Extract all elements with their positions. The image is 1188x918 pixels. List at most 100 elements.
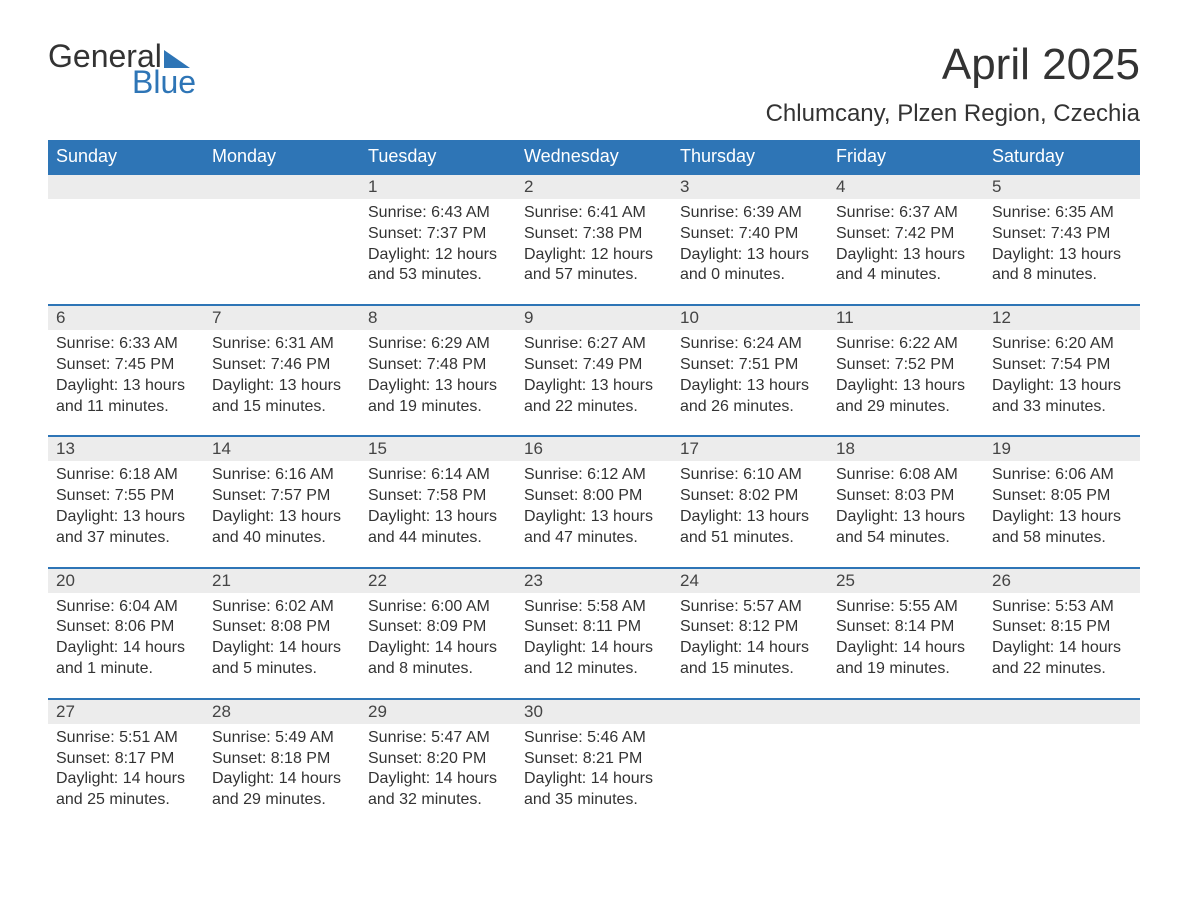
day-number-cell: 6 bbox=[48, 305, 204, 330]
sunrise-text: Sunrise: 6:43 AM bbox=[368, 203, 508, 224]
sunset-text: Sunset: 8:03 PM bbox=[836, 486, 976, 507]
daylight-text: Daylight: 14 hours and 8 minutes. bbox=[368, 638, 508, 680]
sunset-text: Sunset: 8:12 PM bbox=[680, 617, 820, 638]
sunrise-text: Sunrise: 6:10 AM bbox=[680, 465, 820, 486]
day-details-cell: Sunrise: 6:29 AMSunset: 7:48 PMDaylight:… bbox=[360, 330, 516, 436]
daylight-text: Daylight: 14 hours and 32 minutes. bbox=[368, 769, 508, 811]
col-saturday: Saturday bbox=[984, 140, 1140, 174]
sunrise-text: Sunrise: 5:57 AM bbox=[680, 597, 820, 618]
day-number-cell: 10 bbox=[672, 305, 828, 330]
sunrise-text: Sunrise: 6:27 AM bbox=[524, 334, 664, 355]
day-number-cell: 23 bbox=[516, 568, 672, 593]
sunset-text: Sunset: 7:46 PM bbox=[212, 355, 352, 376]
day-details-cell: Sunrise: 6:06 AMSunset: 8:05 PMDaylight:… bbox=[984, 461, 1140, 567]
daylight-text: Daylight: 13 hours and 37 minutes. bbox=[56, 507, 196, 549]
day-details-cell: Sunrise: 5:46 AMSunset: 8:21 PMDaylight:… bbox=[516, 724, 672, 829]
day-details-cell: Sunrise: 5:47 AMSunset: 8:20 PMDaylight:… bbox=[360, 724, 516, 829]
sunrise-text: Sunrise: 6:02 AM bbox=[212, 597, 352, 618]
sunset-text: Sunset: 7:42 PM bbox=[836, 224, 976, 245]
sunrise-text: Sunrise: 6:35 AM bbox=[992, 203, 1132, 224]
header: General Blue April 2025 Chlumcany, Plzen… bbox=[48, 40, 1140, 128]
day-number-cell: 19 bbox=[984, 436, 1140, 461]
col-wednesday: Wednesday bbox=[516, 140, 672, 174]
day-number-cell: 14 bbox=[204, 436, 360, 461]
sunset-text: Sunset: 8:02 PM bbox=[680, 486, 820, 507]
sunset-text: Sunset: 7:43 PM bbox=[992, 224, 1132, 245]
week-2-details-row: Sunrise: 6:18 AMSunset: 7:55 PMDaylight:… bbox=[48, 461, 1140, 567]
day-details-cell bbox=[48, 199, 204, 305]
sunrise-text: Sunrise: 6:29 AM bbox=[368, 334, 508, 355]
week-1-daynum-row: 6789101112 bbox=[48, 305, 1140, 330]
day-number-cell: 27 bbox=[48, 699, 204, 724]
daylight-text: Daylight: 14 hours and 35 minutes. bbox=[524, 769, 664, 811]
day-details-cell: Sunrise: 6:10 AMSunset: 8:02 PMDaylight:… bbox=[672, 461, 828, 567]
sunset-text: Sunset: 7:40 PM bbox=[680, 224, 820, 245]
sunset-text: Sunset: 7:54 PM bbox=[992, 355, 1132, 376]
day-number-cell bbox=[984, 699, 1140, 724]
day-details-cell: Sunrise: 5:55 AMSunset: 8:14 PMDaylight:… bbox=[828, 593, 984, 699]
day-details-cell: Sunrise: 6:31 AMSunset: 7:46 PMDaylight:… bbox=[204, 330, 360, 436]
day-number-cell bbox=[204, 174, 360, 199]
daylight-text: Daylight: 13 hours and 54 minutes. bbox=[836, 507, 976, 549]
daylight-text: Daylight: 13 hours and 0 minutes. bbox=[680, 245, 820, 287]
day-number-cell bbox=[48, 174, 204, 199]
daylight-text: Daylight: 13 hours and 11 minutes. bbox=[56, 376, 196, 418]
daylight-text: Daylight: 14 hours and 1 minute. bbox=[56, 638, 196, 680]
daylight-text: Daylight: 14 hours and 15 minutes. bbox=[680, 638, 820, 680]
daylight-text: Daylight: 14 hours and 25 minutes. bbox=[56, 769, 196, 811]
day-details-cell: Sunrise: 6:37 AMSunset: 7:42 PMDaylight:… bbox=[828, 199, 984, 305]
sunset-text: Sunset: 7:52 PM bbox=[836, 355, 976, 376]
day-details-cell: Sunrise: 5:58 AMSunset: 8:11 PMDaylight:… bbox=[516, 593, 672, 699]
week-0-details-row: Sunrise: 6:43 AMSunset: 7:37 PMDaylight:… bbox=[48, 199, 1140, 305]
sunset-text: Sunset: 8:15 PM bbox=[992, 617, 1132, 638]
sunrise-text: Sunrise: 6:12 AM bbox=[524, 465, 664, 486]
daylight-text: Daylight: 12 hours and 53 minutes. bbox=[368, 245, 508, 287]
day-number-cell: 12 bbox=[984, 305, 1140, 330]
day-number-cell: 25 bbox=[828, 568, 984, 593]
day-details-cell: Sunrise: 5:53 AMSunset: 8:15 PMDaylight:… bbox=[984, 593, 1140, 699]
daylight-text: Daylight: 14 hours and 12 minutes. bbox=[524, 638, 664, 680]
week-4-daynum-row: 27282930 bbox=[48, 699, 1140, 724]
day-details-cell: Sunrise: 6:20 AMSunset: 7:54 PMDaylight:… bbox=[984, 330, 1140, 436]
sunset-text: Sunset: 8:20 PM bbox=[368, 749, 508, 770]
day-details-cell: Sunrise: 6:41 AMSunset: 7:38 PMDaylight:… bbox=[516, 199, 672, 305]
sunrise-text: Sunrise: 5:58 AM bbox=[524, 597, 664, 618]
day-number-cell: 20 bbox=[48, 568, 204, 593]
day-details-cell: Sunrise: 6:02 AMSunset: 8:08 PMDaylight:… bbox=[204, 593, 360, 699]
day-number-cell: 13 bbox=[48, 436, 204, 461]
day-number-cell: 9 bbox=[516, 305, 672, 330]
daylight-text: Daylight: 13 hours and 33 minutes. bbox=[992, 376, 1132, 418]
day-details-cell: Sunrise: 6:27 AMSunset: 7:49 PMDaylight:… bbox=[516, 330, 672, 436]
sunset-text: Sunset: 7:49 PM bbox=[524, 355, 664, 376]
day-number-cell: 28 bbox=[204, 699, 360, 724]
day-details-cell: Sunrise: 6:16 AMSunset: 7:57 PMDaylight:… bbox=[204, 461, 360, 567]
sunrise-text: Sunrise: 6:20 AM bbox=[992, 334, 1132, 355]
sunrise-text: Sunrise: 6:18 AM bbox=[56, 465, 196, 486]
col-tuesday: Tuesday bbox=[360, 140, 516, 174]
day-details-cell: Sunrise: 5:57 AMSunset: 8:12 PMDaylight:… bbox=[672, 593, 828, 699]
sunrise-text: Sunrise: 6:41 AM bbox=[524, 203, 664, 224]
day-details-cell: Sunrise: 5:49 AMSunset: 8:18 PMDaylight:… bbox=[204, 724, 360, 829]
day-number-cell: 17 bbox=[672, 436, 828, 461]
day-number-cell: 2 bbox=[516, 174, 672, 199]
day-details-cell bbox=[828, 724, 984, 829]
day-number-cell: 26 bbox=[984, 568, 1140, 593]
sunset-text: Sunset: 7:45 PM bbox=[56, 355, 196, 376]
sunrise-text: Sunrise: 5:55 AM bbox=[836, 597, 976, 618]
col-thursday: Thursday bbox=[672, 140, 828, 174]
sunset-text: Sunset: 7:55 PM bbox=[56, 486, 196, 507]
sunrise-text: Sunrise: 6:33 AM bbox=[56, 334, 196, 355]
daylight-text: Daylight: 13 hours and 4 minutes. bbox=[836, 245, 976, 287]
day-details-cell: Sunrise: 5:51 AMSunset: 8:17 PMDaylight:… bbox=[48, 724, 204, 829]
sunrise-text: Sunrise: 6:24 AM bbox=[680, 334, 820, 355]
day-number-cell: 4 bbox=[828, 174, 984, 199]
sunset-text: Sunset: 8:11 PM bbox=[524, 617, 664, 638]
day-number-cell: 15 bbox=[360, 436, 516, 461]
sunset-text: Sunset: 8:09 PM bbox=[368, 617, 508, 638]
calendar-table: Sunday Monday Tuesday Wednesday Thursday… bbox=[48, 140, 1140, 829]
day-details-cell: Sunrise: 6:08 AMSunset: 8:03 PMDaylight:… bbox=[828, 461, 984, 567]
title-block: April 2025 Chlumcany, Plzen Region, Czec… bbox=[766, 40, 1140, 128]
brand-logo: General Blue bbox=[48, 40, 196, 98]
day-details-cell: Sunrise: 6:39 AMSunset: 7:40 PMDaylight:… bbox=[672, 199, 828, 305]
location-subtitle: Chlumcany, Plzen Region, Czechia bbox=[766, 100, 1140, 128]
